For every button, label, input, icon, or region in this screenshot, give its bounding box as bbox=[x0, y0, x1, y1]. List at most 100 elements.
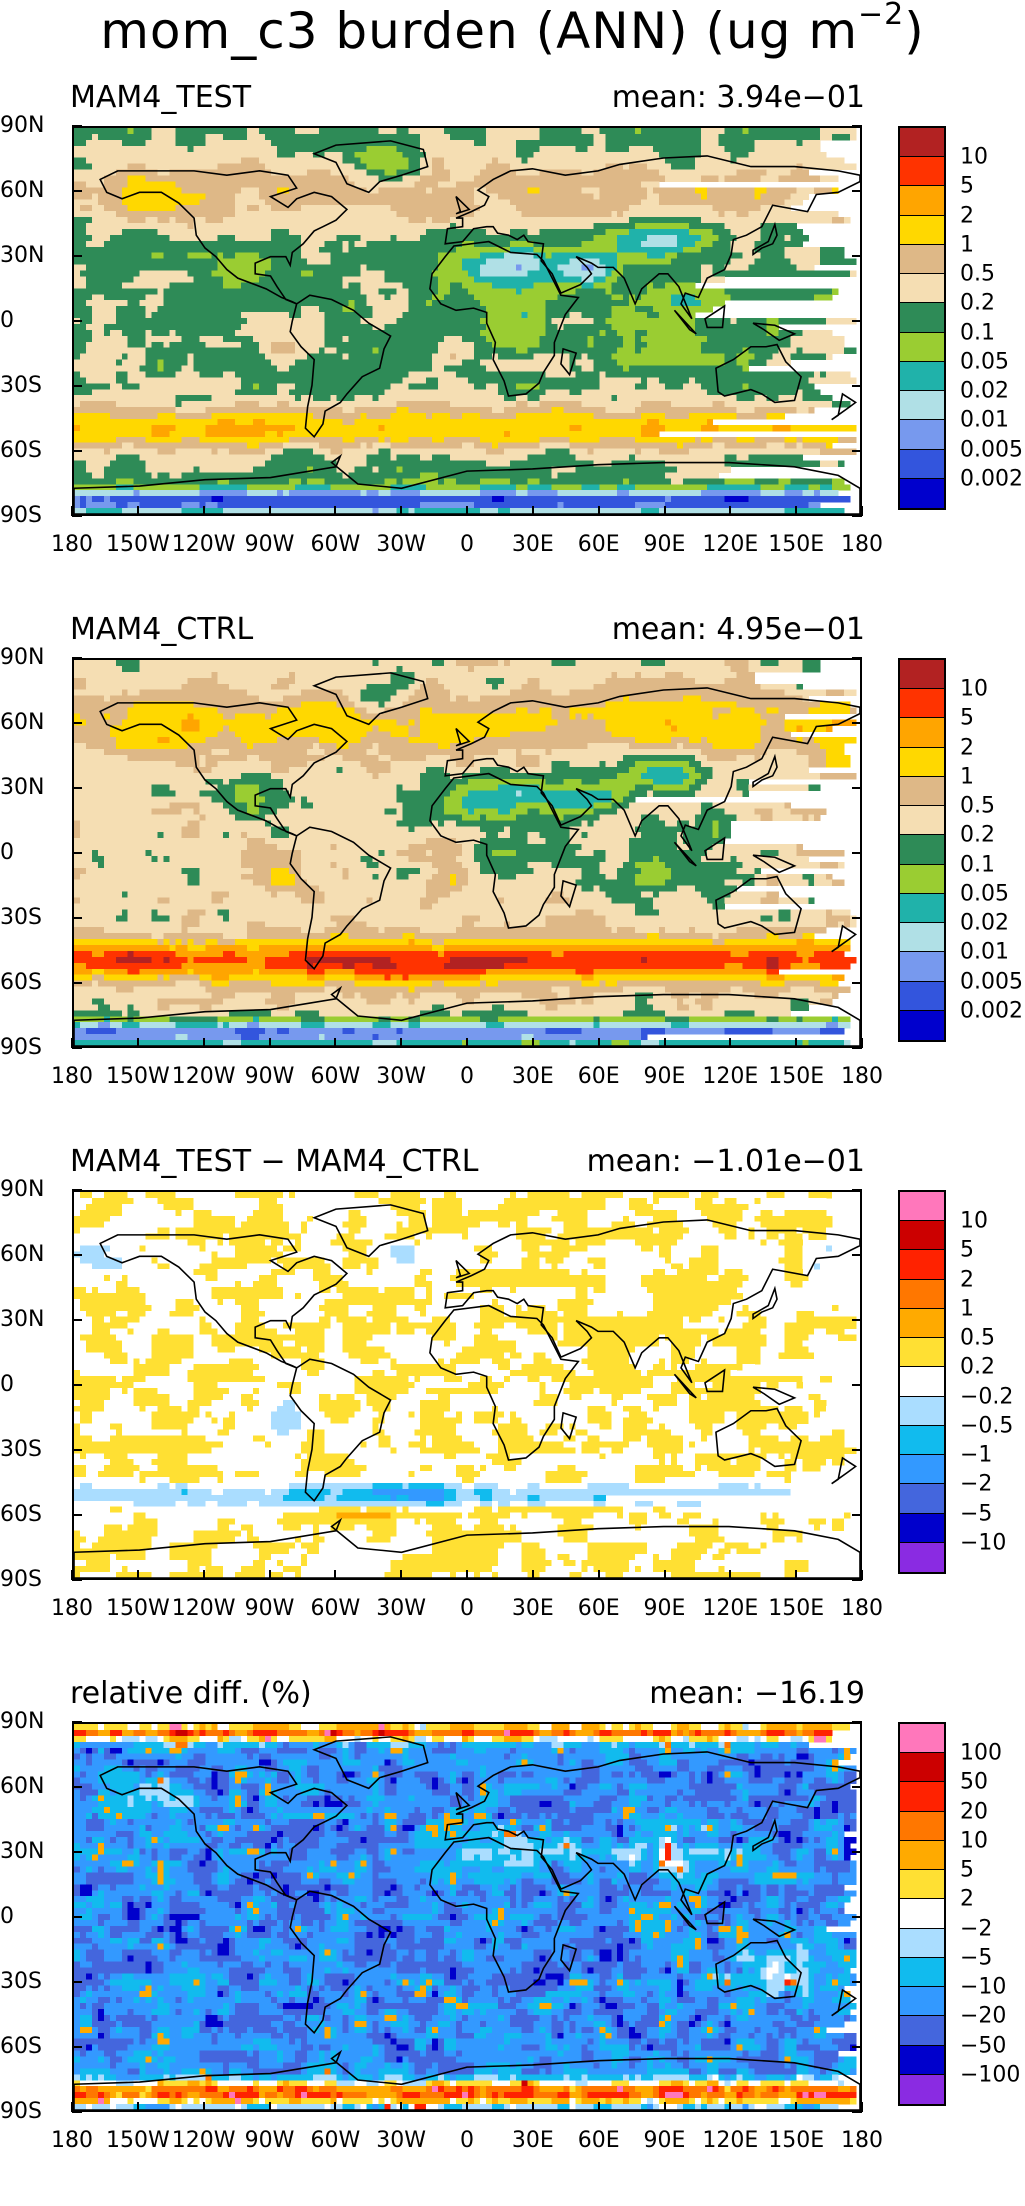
contour-cell bbox=[670, 1459, 678, 1466]
contour-cell bbox=[712, 401, 726, 408]
contour-cell bbox=[438, 264, 463, 272]
contour-cell bbox=[199, 1735, 218, 1743]
coastline bbox=[429, 1304, 580, 1461]
contour-cell bbox=[629, 1771, 636, 1778]
contour-cell bbox=[432, 413, 451, 420]
contour-cell bbox=[444, 939, 714, 946]
contour-cell bbox=[539, 998, 576, 1005]
contour-cell bbox=[712, 772, 821, 780]
contour-cell bbox=[91, 133, 99, 141]
contour-cell bbox=[718, 1759, 750, 1767]
contour-cell bbox=[724, 1328, 762, 1336]
contour-cell bbox=[456, 1370, 511, 1377]
contour-cell bbox=[336, 701, 356, 709]
contour-cell bbox=[139, 665, 397, 673]
contour-cell bbox=[265, 1735, 272, 1743]
contour-cell bbox=[814, 873, 827, 881]
contour-cell bbox=[539, 832, 570, 839]
contour-cell bbox=[605, 163, 624, 171]
contour-cell bbox=[569, 1239, 576, 1246]
contour-cell bbox=[694, 1771, 702, 1778]
contour-cell bbox=[217, 939, 236, 946]
contour-cell bbox=[784, 802, 791, 809]
contour-cell bbox=[318, 1747, 338, 1755]
contour-cell bbox=[497, 1221, 511, 1229]
contour-cell bbox=[390, 1203, 421, 1211]
contour-cell bbox=[121, 665, 141, 673]
contour-cell bbox=[682, 778, 696, 786]
contour-cell bbox=[754, 1471, 767, 1478]
contour-cell bbox=[438, 897, 499, 904]
contour-cell bbox=[223, 496, 493, 503]
contour-cell bbox=[700, 1334, 708, 1341]
contour-cell bbox=[808, 1435, 821, 1442]
contour-cell bbox=[91, 1435, 111, 1442]
contour-cell bbox=[593, 1298, 654, 1306]
contour-cell bbox=[754, 145, 821, 153]
contour-cell bbox=[354, 418, 648, 426]
contour-cell bbox=[74, 454, 117, 462]
contour-cell bbox=[772, 1777, 785, 1784]
contour-cell bbox=[74, 1203, 87, 1211]
contour-cell bbox=[479, 838, 529, 845]
contour-cell bbox=[688, 1759, 720, 1767]
contour-cell bbox=[688, 1777, 696, 1784]
contour-cell bbox=[127, 968, 141, 976]
contour-cell bbox=[760, 1465, 785, 1472]
contour-cell bbox=[790, 258, 821, 266]
contour-cell bbox=[235, 1411, 272, 1419]
contour-cell bbox=[688, 927, 696, 934]
contour-cell bbox=[444, 1741, 451, 1749]
contour-cell bbox=[217, 1783, 230, 1790]
contour-cell bbox=[282, 1292, 296, 1300]
contour-cell bbox=[432, 1465, 457, 1472]
contour-cell bbox=[181, 335, 200, 343]
contour-cell bbox=[688, 1724, 702, 1731]
contour-cell bbox=[169, 1399, 188, 1407]
contour-cell bbox=[670, 1352, 696, 1359]
x-tick-label: 150E bbox=[768, 1064, 825, 1089]
contour-cell bbox=[139, 1358, 147, 1365]
contour-cell bbox=[384, 1370, 397, 1377]
contour-cell bbox=[74, 1423, 81, 1431]
contour-cell bbox=[121, 1376, 147, 1383]
contour-cell bbox=[408, 719, 415, 726]
contour-cell bbox=[306, 1560, 391, 1567]
contour-cell bbox=[384, 707, 421, 714]
contour-cell bbox=[462, 442, 475, 450]
contour-cell bbox=[557, 1753, 565, 1761]
contour-cell bbox=[503, 897, 547, 904]
contour-cell bbox=[402, 1506, 409, 1514]
contour-cell bbox=[360, 318, 397, 325]
contour-cell bbox=[205, 939, 218, 946]
contour-cell bbox=[796, 139, 803, 147]
contour-cell bbox=[217, 1298, 224, 1306]
contour-cell bbox=[700, 1004, 714, 1011]
contour-cell bbox=[473, 737, 636, 744]
contour-cell bbox=[241, 850, 302, 857]
contour-cell bbox=[420, 784, 457, 792]
contour-cell bbox=[181, 1429, 188, 1436]
contour-cell bbox=[623, 695, 630, 703]
contour-cell bbox=[265, 448, 284, 456]
contour-cell bbox=[724, 660, 750, 667]
contour-cell bbox=[432, 1441, 475, 1448]
contour-cell bbox=[551, 252, 618, 260]
contour-cell bbox=[754, 1741, 762, 1749]
contour-cell bbox=[545, 915, 606, 922]
contour-cell bbox=[748, 1447, 756, 1454]
contour-cell bbox=[157, 448, 176, 456]
contour-cell bbox=[653, 1399, 678, 1407]
contour-cell bbox=[175, 413, 212, 420]
contour-cell bbox=[467, 867, 481, 875]
contour-cell bbox=[360, 1227, 397, 1235]
contour-cell bbox=[79, 1257, 123, 1264]
contour-cell bbox=[706, 193, 756, 200]
contour-cell bbox=[354, 436, 379, 444]
contour-cell bbox=[784, 1777, 803, 1784]
contour-cell bbox=[354, 968, 487, 976]
map-svg bbox=[74, 660, 860, 1046]
contour-cell bbox=[360, 157, 409, 165]
contour-cell bbox=[300, 796, 308, 804]
contour-cell bbox=[354, 1393, 368, 1401]
